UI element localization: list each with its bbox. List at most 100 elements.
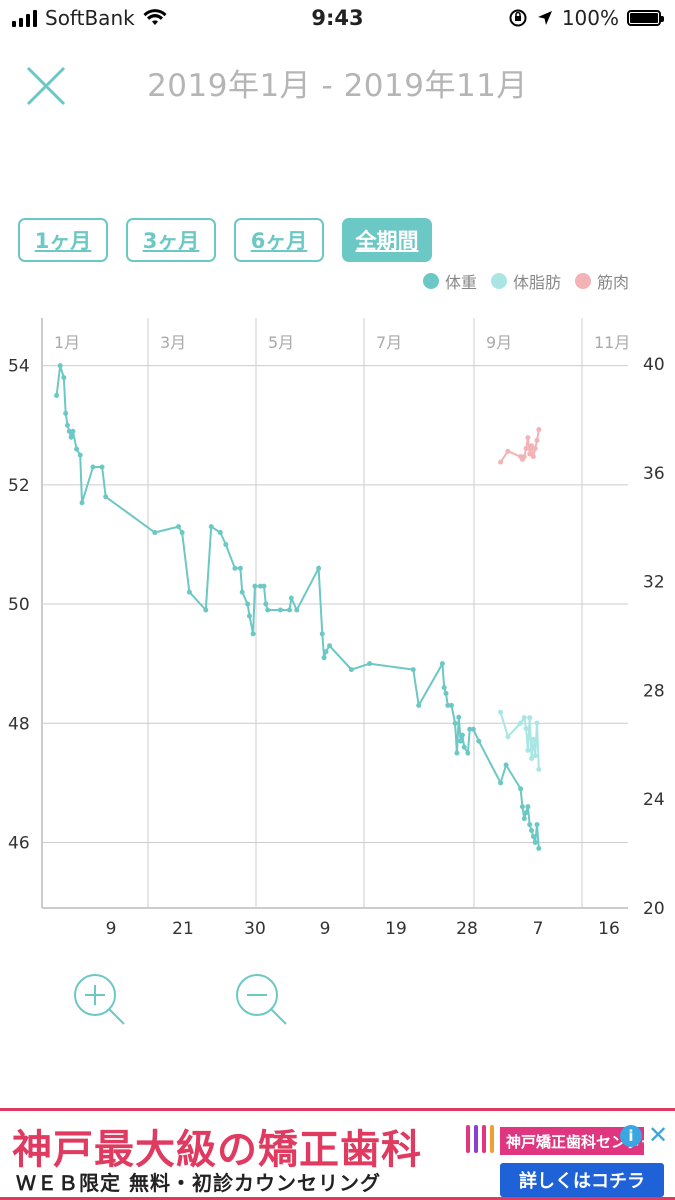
data-point [454, 750, 460, 756]
data-point [64, 422, 70, 428]
x-day-tick-label: 7 [533, 919, 544, 939]
data-point [288, 595, 294, 601]
x-day-tick-label: 9 [320, 919, 331, 939]
data-point [498, 709, 504, 715]
data-point [445, 702, 451, 708]
zoom-in-icon [74, 974, 125, 1025]
data-point [246, 613, 252, 619]
x-day-tick-label: 21 [172, 919, 194, 939]
y-right-tick-label: 28 [643, 681, 665, 701]
data-point [416, 702, 422, 708]
data-point [529, 828, 535, 834]
weight-chart[interactable]: 1月 3月 5月 7月 9月 11月 46 48 50 52 54 20 24 28 32 36 40 9 21 30… [0, 300, 675, 940]
legend-muscle: 筋肉 [574, 269, 629, 293]
data-point [257, 583, 263, 589]
data-point [523, 446, 529, 452]
chart-legend: 体重 体脂肪 筋肉 [422, 269, 629, 293]
data-point [232, 565, 238, 571]
data-point [536, 426, 542, 432]
y-left-tick-label: 52 [8, 476, 30, 496]
data-point [261, 583, 267, 589]
range-3-months-button[interactable]: 3ヶ月 [126, 218, 216, 262]
data-point [439, 661, 445, 667]
data-point [525, 747, 531, 753]
data-point [54, 392, 60, 398]
data-point [503, 762, 509, 768]
series-体重 [54, 363, 542, 851]
carrier-label: SoftBank [45, 6, 135, 30]
battery-percent: 100% [561, 6, 619, 30]
data-point [321, 655, 327, 661]
data-point [521, 816, 527, 822]
range-all-button[interactable]: 全期間 [342, 218, 432, 262]
month-tick-label: 7月 [376, 333, 402, 352]
data-point [476, 738, 482, 744]
data-point [518, 786, 524, 792]
data-point [532, 753, 538, 759]
zoom-in-button[interactable] [72, 972, 128, 1028]
ad-decoration [466, 1125, 494, 1153]
data-point [459, 732, 465, 738]
data-point [465, 750, 471, 756]
wifi-icon [143, 9, 167, 25]
x-day-tick-label: 19 [385, 919, 407, 939]
ad-banner[interactable]: 神戸最大級の矯正歯科 ＷＥＢ限定 無料・初診カウンセリング 神戸矯正歯科センター… [0, 1108, 675, 1200]
battery-icon [627, 10, 664, 26]
legend-muscle-dot [574, 273, 591, 289]
data-point [252, 583, 258, 589]
legend-body-fat-label: 体脂肪 [512, 273, 561, 292]
y-right-tick-label: 40 [643, 355, 665, 375]
data-point [186, 589, 192, 595]
data-point [498, 780, 504, 786]
data-point [530, 736, 536, 742]
range-1-month-button[interactable]: 1ヶ月 [18, 218, 108, 262]
ad-close-icon[interactable]: ✕ [648, 1121, 669, 1149]
data-point [441, 684, 447, 690]
data-point [287, 607, 293, 613]
data-point [525, 435, 531, 441]
ad-title: 神戸最大級の矯正歯科 [12, 1127, 422, 1173]
close-button[interactable] [24, 64, 68, 108]
data-point [461, 744, 467, 750]
y-left-tick-label: 50 [8, 595, 30, 615]
data-point [57, 363, 63, 369]
data-point [456, 714, 462, 720]
legend-body-fat-dot [490, 273, 507, 289]
y-left-tick-label: 54 [8, 357, 30, 377]
data-point [470, 726, 476, 732]
data-point [74, 446, 80, 452]
data-point [77, 452, 83, 458]
series-体脂肪 [498, 709, 542, 772]
zoom-out-button[interactable] [234, 972, 290, 1028]
orientation-lock-icon [509, 9, 527, 27]
page-title: 2019年1月 - 2019年11月 [147, 68, 528, 104]
data-point [505, 448, 511, 454]
status-bar: SoftBank 9:43 100% [0, 0, 675, 38]
range-6-months-button[interactable]: 6ヶ月 [234, 218, 324, 262]
legend-weight-label: 体重 [444, 273, 477, 292]
x-day-tick-label: 9 [106, 919, 117, 939]
data-point [534, 822, 540, 828]
data-point [203, 607, 209, 613]
data-point [367, 661, 373, 667]
ad-cta-button[interactable]: 詳しくはコチラ [500, 1163, 664, 1197]
legend-weight-dot [422, 273, 439, 289]
data-point [263, 601, 269, 607]
data-point [527, 451, 533, 457]
data-point [536, 845, 542, 851]
data-point [217, 530, 223, 536]
legend-muscle-label: 筋肉 [596, 273, 629, 292]
x-day-tick-label: 30 [244, 919, 266, 939]
data-point [250, 631, 256, 637]
data-point [245, 601, 251, 607]
signal-icon [12, 9, 37, 27]
ad-info-icon[interactable]: i [620, 1125, 642, 1147]
data-point [208, 524, 214, 530]
status-time: 9:43 [311, 6, 364, 30]
data-point [458, 738, 464, 744]
status-left: SoftBank [12, 6, 167, 30]
data-point [443, 690, 449, 696]
data-point [534, 720, 540, 726]
data-point [223, 541, 229, 547]
data-point [265, 607, 271, 613]
